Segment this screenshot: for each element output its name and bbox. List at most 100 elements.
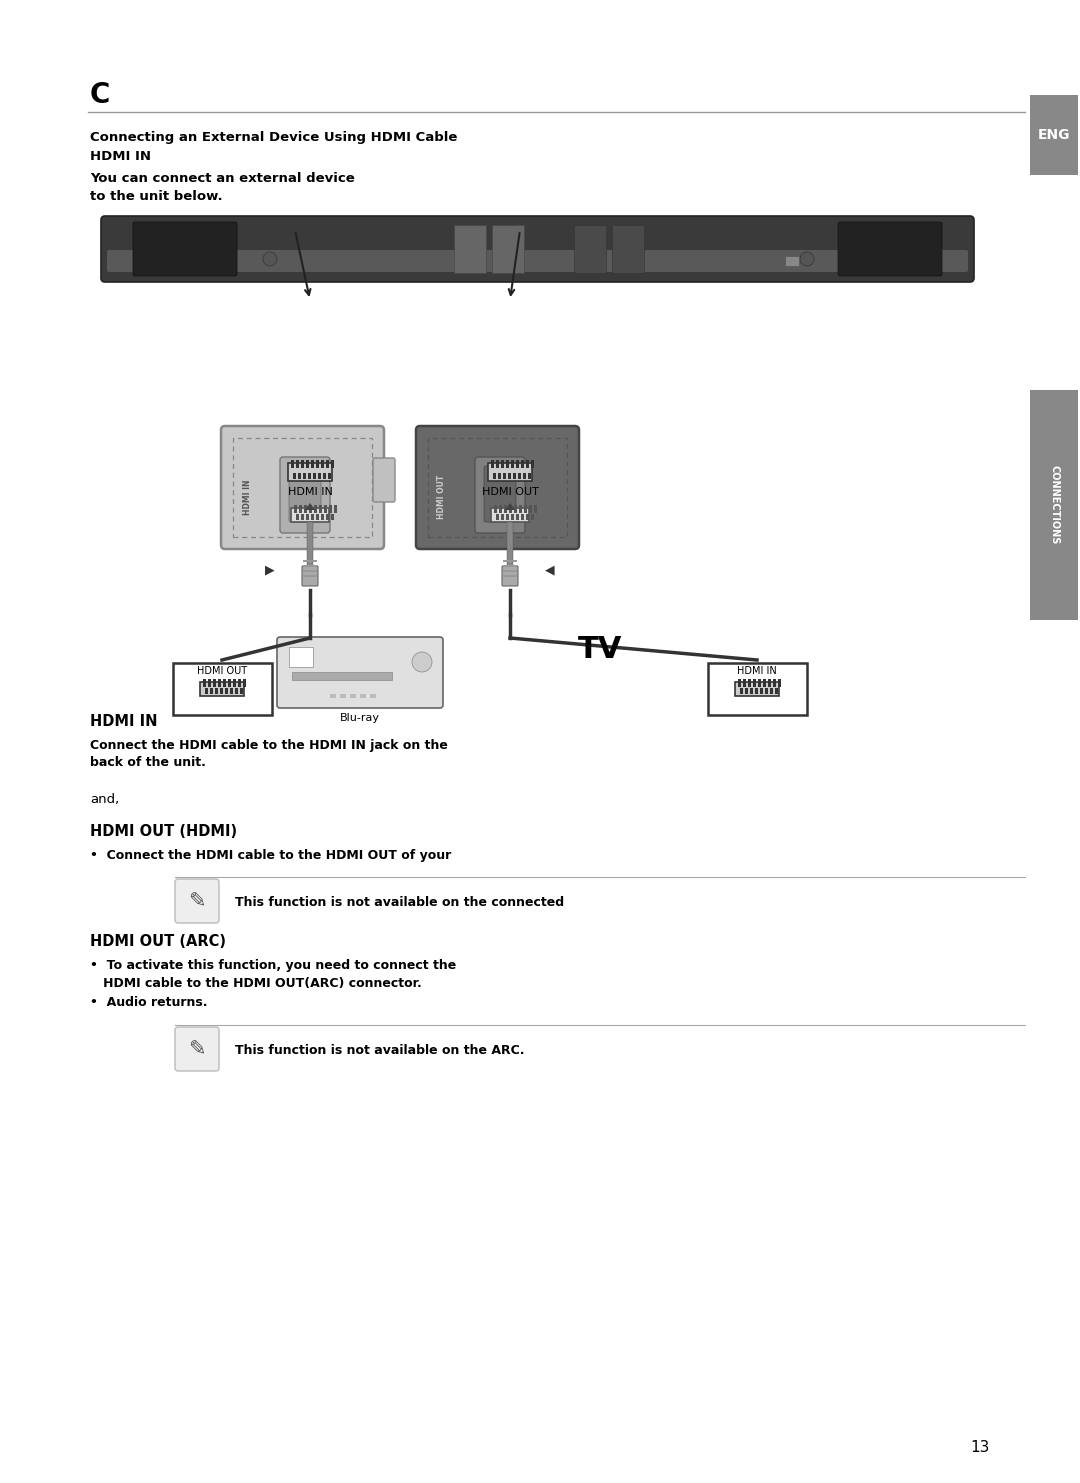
Bar [330, 515, 334, 521]
Text: You can connect an external device: You can connect an external device [90, 172, 354, 184]
Bar [321, 515, 324, 521]
Bar [329, 506, 332, 513]
Bar [303, 473, 306, 479]
Bar [523, 473, 526, 479]
Bar [215, 688, 218, 694]
Bar [521, 515, 524, 521]
Bar [514, 506, 517, 513]
Text: C: C [90, 82, 110, 108]
Bar [308, 473, 311, 479]
FancyBboxPatch shape [200, 682, 244, 696]
Bar [496, 515, 499, 521]
Text: •  Connect the HDMI cable to the HDMI OUT of your: • Connect the HDMI cable to the HDMI OUT… [90, 848, 451, 862]
Bar [740, 688, 743, 694]
Bar [503, 569, 517, 572]
Bar [370, 694, 376, 698]
Bar [301, 460, 303, 469]
Text: back of the unit.: back of the unit. [90, 756, 206, 770]
Bar [503, 473, 507, 479]
Text: and,: and, [90, 793, 119, 807]
Text: HDMI OUT: HDMI OUT [482, 486, 539, 497]
FancyBboxPatch shape [173, 663, 272, 715]
Bar [203, 679, 206, 687]
Bar [292, 672, 392, 681]
Bar [501, 515, 504, 521]
Bar [360, 694, 366, 698]
Bar [760, 688, 762, 694]
Bar [311, 460, 314, 469]
Bar [296, 515, 299, 521]
Bar [503, 575, 517, 577]
FancyBboxPatch shape [276, 638, 443, 707]
FancyBboxPatch shape [280, 457, 330, 532]
Bar [765, 688, 768, 694]
Text: HDMI IN: HDMI IN [287, 486, 333, 497]
Bar [225, 688, 228, 694]
Bar [326, 515, 329, 521]
Bar [534, 506, 537, 513]
Bar [762, 679, 766, 687]
Bar [753, 679, 756, 687]
Bar [503, 561, 517, 562]
Bar [319, 506, 322, 513]
Bar [755, 688, 758, 694]
Bar [516, 515, 519, 521]
Bar [303, 569, 318, 572]
Bar [233, 437, 372, 537]
FancyBboxPatch shape [416, 426, 579, 549]
Bar [218, 679, 221, 687]
Bar [311, 515, 314, 521]
FancyBboxPatch shape [484, 466, 516, 522]
Bar [773, 679, 777, 687]
Text: •  To activate this function, you need to connect the: • To activate this function, you need to… [90, 958, 456, 971]
FancyBboxPatch shape [289, 466, 321, 522]
FancyBboxPatch shape [291, 509, 329, 522]
Bar [296, 460, 299, 469]
Bar [222, 679, 226, 687]
Bar [334, 506, 337, 513]
Bar [531, 515, 534, 521]
Bar [208, 679, 211, 687]
Bar [529, 506, 532, 513]
Bar [521, 460, 524, 469]
Bar [316, 460, 319, 469]
Bar [238, 679, 241, 687]
Polygon shape [305, 503, 315, 510]
Bar [531, 460, 534, 469]
Text: Connecting an External Device Using HDMI Cable: Connecting an External Device Using HDMI… [90, 132, 457, 144]
Bar [524, 506, 527, 513]
FancyBboxPatch shape [454, 225, 486, 273]
Bar [758, 679, 761, 687]
Bar [428, 437, 567, 537]
Bar [210, 688, 213, 694]
Bar [507, 460, 509, 469]
Bar [504, 506, 507, 513]
Bar [306, 515, 309, 521]
Bar [213, 679, 216, 687]
FancyBboxPatch shape [838, 222, 942, 276]
Bar [303, 506, 307, 513]
Bar [299, 506, 302, 513]
Text: ◀: ◀ [545, 564, 555, 577]
FancyBboxPatch shape [107, 251, 968, 271]
Bar [340, 694, 346, 698]
Bar [492, 473, 496, 479]
FancyBboxPatch shape [708, 663, 807, 715]
Text: HDMI OUT (HDMI): HDMI OUT (HDMI) [90, 825, 238, 839]
Bar [303, 565, 318, 567]
Text: Blu-ray: Blu-ray [340, 713, 380, 724]
Bar [511, 515, 514, 521]
FancyBboxPatch shape [488, 463, 532, 480]
Bar [496, 460, 499, 469]
Text: ENG: ENG [1038, 128, 1070, 142]
Bar [516, 460, 519, 469]
FancyBboxPatch shape [735, 682, 779, 696]
Bar [770, 688, 773, 694]
Bar [235, 688, 238, 694]
Bar [228, 679, 231, 687]
Text: HDMI IN: HDMI IN [90, 150, 151, 163]
Bar [519, 506, 522, 513]
Bar [743, 679, 746, 687]
FancyBboxPatch shape [133, 222, 237, 276]
Bar [513, 473, 516, 479]
